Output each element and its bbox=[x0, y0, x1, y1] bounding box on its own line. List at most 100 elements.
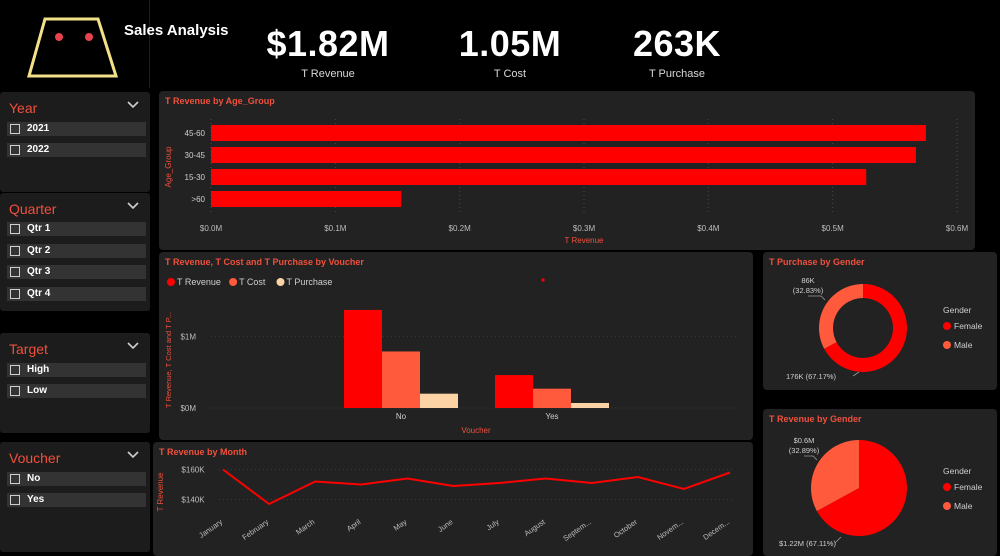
slicer-option-label: Qtr 2 bbox=[27, 245, 51, 256]
slicer-option-qtr3[interactable]: Qtr 3 bbox=[7, 265, 146, 279]
x-tick-label: $0.3M bbox=[573, 224, 596, 233]
x-tick-label: May bbox=[392, 517, 409, 533]
kpi-value: 263K bbox=[632, 23, 722, 64]
x-tick-label: April bbox=[345, 517, 363, 533]
x-tick-label: $0.4M bbox=[697, 224, 720, 233]
bar bbox=[382, 351, 420, 408]
kpi-label: T Purchase bbox=[648, 68, 706, 80]
legend-label: T Purchase bbox=[287, 277, 333, 287]
checkbox-icon[interactable] bbox=[10, 365, 20, 375]
legend-marker bbox=[229, 278, 238, 286]
slicer-option-low[interactable]: Low bbox=[7, 384, 146, 398]
legend-marker bbox=[167, 278, 175, 286]
slicer-option-no[interactable]: No bbox=[7, 472, 146, 486]
slicer-voucher: Voucher No Yes bbox=[0, 442, 150, 552]
slicer-target: Target High Low bbox=[0, 333, 150, 433]
data-label: (32.89%) bbox=[789, 446, 820, 455]
leader-line bbox=[852, 371, 860, 377]
legend-label: Male bbox=[954, 340, 973, 350]
slicer-option-label: 2022 bbox=[27, 144, 50, 155]
slicer-year: Year 2021 2022 bbox=[0, 92, 150, 192]
line-series bbox=[222, 468, 731, 506]
y-axis-label: Age_Group bbox=[164, 146, 173, 187]
y-tick-label: 15-30 bbox=[185, 173, 206, 182]
age-group-chart-panel: T Revenue by Age_Group $0.0M $0.1M $0.2M $0… bbox=[159, 91, 975, 250]
slicer-option-qtr1[interactable]: Qtr 1 bbox=[7, 222, 146, 236]
slicer-title: Voucher bbox=[9, 450, 61, 466]
checkbox-icon[interactable] bbox=[10, 224, 20, 234]
bar bbox=[495, 375, 533, 408]
legend-label: Female bbox=[954, 321, 983, 331]
x-tick-label: July bbox=[485, 517, 501, 532]
legend-label: T Revenue bbox=[177, 277, 221, 287]
logo-area bbox=[0, 0, 150, 88]
y-tick-label: $1M bbox=[180, 332, 196, 341]
pie-slice bbox=[819, 284, 863, 349]
chart-title: T Revenue by Gender bbox=[769, 414, 862, 424]
checkbox-icon[interactable] bbox=[10, 145, 20, 155]
page-title: Sales Analysis bbox=[124, 22, 229, 39]
checkbox-icon[interactable] bbox=[10, 474, 20, 484]
data-label: 86K bbox=[801, 276, 814, 285]
chevron-down-icon[interactable] bbox=[126, 201, 140, 211]
logo-icon bbox=[27, 17, 119, 78]
kpi-card-cost: 1.05M T Cost bbox=[430, 22, 590, 80]
bar bbox=[211, 147, 916, 163]
slicer-option-yes[interactable]: Yes bbox=[7, 493, 146, 507]
checkbox-icon[interactable] bbox=[10, 124, 20, 134]
x-tick-label: Yes bbox=[545, 412, 558, 421]
y-axis-label: T Revenue bbox=[156, 472, 165, 512]
x-tick-label: October bbox=[612, 517, 639, 540]
kpi-label: T Cost bbox=[493, 68, 527, 80]
data-label: (32.83%) bbox=[793, 286, 824, 295]
chart-title: T Revenue by Month bbox=[159, 447, 248, 457]
age-group-bar-chart: $0.0M $0.1M $0.2M $0.3M $0.4M $0.5M $0.6M 45-60… bbox=[164, 119, 969, 245]
kpi-card-revenue: $1.82M T Revenue bbox=[248, 22, 408, 80]
checkbox-icon[interactable] bbox=[10, 495, 20, 505]
kpi-card-purchase: 263K T Purchase bbox=[597, 22, 757, 80]
checkbox-icon[interactable] bbox=[10, 246, 20, 256]
voucher-chart-panel: T Revenue, T Cost and T Purchase by Vouc… bbox=[159, 252, 753, 440]
chevron-down-icon[interactable] bbox=[126, 450, 140, 460]
checkbox-icon[interactable] bbox=[10, 386, 20, 396]
x-tick-label: $0.6M bbox=[946, 224, 969, 233]
x-tick-label: January bbox=[197, 517, 224, 540]
legend-marker bbox=[943, 502, 951, 510]
slicer-title: Quarter bbox=[9, 201, 57, 217]
bar bbox=[571, 402, 609, 408]
y-tick-label: $160K bbox=[181, 466, 205, 475]
slicer-option-qtr4[interactable]: Qtr 4 bbox=[7, 287, 146, 301]
x-tick-label: $0.1M bbox=[324, 224, 347, 233]
chevron-down-icon[interactable] bbox=[126, 341, 140, 351]
x-tick-label: Septem... bbox=[561, 517, 592, 543]
checkbox-icon[interactable] bbox=[10, 267, 20, 277]
data-label: 176K (67.17%) bbox=[786, 372, 837, 381]
x-tick-label: No bbox=[396, 412, 407, 421]
revenue-gender-panel: T Revenue by Gender $1.22M (67.11%) $0.6M… bbox=[763, 409, 997, 556]
data-label: $1.22M (67.11%) bbox=[779, 539, 836, 548]
slicer-option-2022[interactable]: 2022 bbox=[7, 143, 146, 157]
slicer-option-2021[interactable]: 2021 bbox=[7, 122, 146, 136]
slicer-title: Target bbox=[9, 341, 48, 357]
slicer-option-label: Low bbox=[27, 385, 47, 396]
pie-slice bbox=[816, 440, 907, 536]
leader-line bbox=[834, 536, 842, 544]
chart-title: T Revenue by Age_Group bbox=[165, 96, 275, 106]
chevron-down-icon[interactable] bbox=[126, 100, 140, 110]
slicer-option-qtr2[interactable]: Qtr 2 bbox=[7, 244, 146, 258]
legend-marker bbox=[943, 341, 951, 349]
slicer-option-label: Qtr 4 bbox=[27, 288, 51, 299]
voucher-clustered-bar-chart: T Revenue T Cost T Purchase $0M $1M No Yes Vouc… bbox=[164, 277, 739, 435]
checkbox-icon[interactable] bbox=[10, 289, 20, 299]
data-label: $0.6M bbox=[794, 436, 815, 445]
x-tick-label: February bbox=[240, 517, 270, 542]
bar bbox=[211, 169, 867, 185]
chart-title: T Revenue, T Cost and T Purchase by Vouc… bbox=[165, 257, 364, 267]
slicer-option-high[interactable]: High bbox=[7, 363, 146, 377]
bar bbox=[533, 388, 571, 408]
slicer-quarter: Quarter Qtr 1 Qtr 2 Qtr 3 Qtr 4 bbox=[0, 193, 150, 311]
legend-marker bbox=[276, 278, 285, 286]
slicer-option-label: High bbox=[27, 364, 50, 375]
x-tick-label: March bbox=[294, 517, 316, 536]
y-tick-label: $140K bbox=[181, 496, 205, 505]
